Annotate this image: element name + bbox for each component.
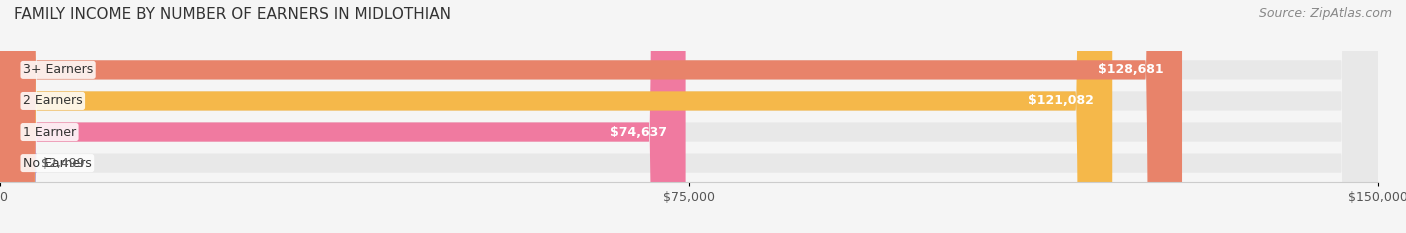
Text: FAMILY INCOME BY NUMBER OF EARNERS IN MIDLOTHIAN: FAMILY INCOME BY NUMBER OF EARNERS IN MI… [14, 7, 451, 22]
Text: $121,082: $121,082 [1028, 94, 1094, 107]
FancyBboxPatch shape [0, 0, 37, 233]
Text: 1 Earner: 1 Earner [22, 126, 76, 139]
Text: $74,637: $74,637 [610, 126, 668, 139]
Text: Source: ZipAtlas.com: Source: ZipAtlas.com [1258, 7, 1392, 20]
FancyBboxPatch shape [0, 0, 686, 233]
FancyBboxPatch shape [0, 0, 1182, 233]
Text: $128,681: $128,681 [1098, 63, 1164, 76]
Text: No Earners: No Earners [22, 157, 91, 170]
Text: $2,499: $2,499 [41, 157, 84, 170]
Text: 3+ Earners: 3+ Earners [22, 63, 93, 76]
FancyBboxPatch shape [0, 0, 1112, 233]
Text: 2 Earners: 2 Earners [22, 94, 83, 107]
